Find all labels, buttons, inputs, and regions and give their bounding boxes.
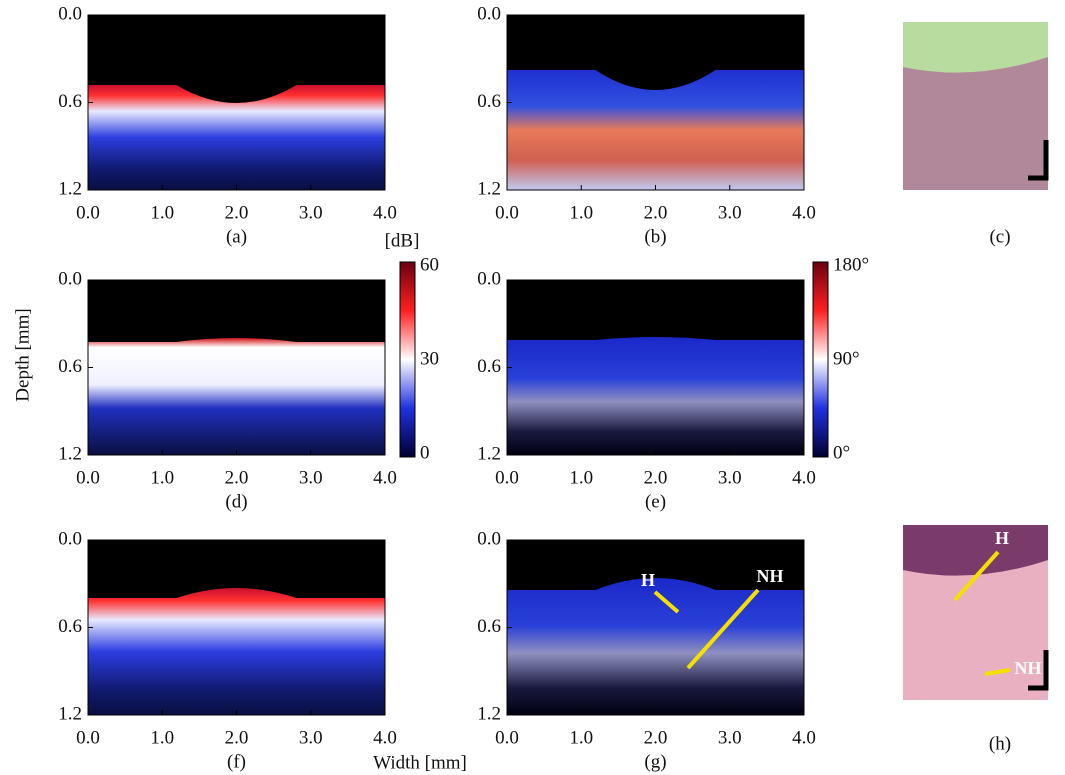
x-tick-label: 4.0 — [373, 467, 397, 488]
y-tick-label: 1.2 — [477, 443, 501, 464]
y-tick-label: 0.0 — [58, 528, 82, 549]
panel-label: (b) — [644, 226, 666, 247]
x-tick-label: 4.0 — [792, 202, 816, 223]
annotation: NH — [757, 566, 784, 586]
arrow — [686, 588, 760, 670]
colorbar-unit: [dB] — [385, 230, 420, 251]
panel-label: (f) — [227, 751, 246, 772]
y-axis-title: Depth [mm] — [12, 308, 33, 401]
x-tick-label: 3.0 — [718, 467, 742, 488]
scale-bar — [1028, 140, 1049, 181]
photo-tissue-top — [903, 22, 1048, 73]
panel-label: (h) — [989, 733, 1011, 754]
y-tick-label: 1.2 — [58, 703, 82, 724]
y-tick-label: 0.0 — [58, 3, 82, 24]
y-tick-label: 1.2 — [58, 443, 82, 464]
x-tick-label: 4.0 — [792, 727, 816, 748]
oct-image — [88, 338, 385, 455]
x-tick-label: 1.0 — [569, 727, 593, 748]
y-tick-label: 0.0 — [58, 268, 82, 289]
x-tick-label: 0.0 — [76, 727, 100, 748]
arrow — [953, 550, 1000, 602]
colorbar — [399, 261, 416, 458]
y-tick-label: 1.2 — [477, 703, 501, 724]
x-tick-label: 2.0 — [644, 202, 668, 223]
y-tick-label: 1.2 — [477, 178, 501, 199]
x-tick-label: 4.0 — [373, 202, 397, 223]
x-tick-label: 0.0 — [495, 467, 519, 488]
y-tick-label: 0.0 — [477, 268, 501, 289]
colorbar-label: 30 — [420, 348, 439, 369]
x-tick-label: 1.0 — [150, 202, 174, 223]
x-axis-title: Width [mm] — [373, 752, 467, 773]
panel-label: (a) — [226, 226, 247, 247]
y-tick-label: 0.6 — [58, 616, 82, 637]
y-tick-label: 1.2 — [58, 178, 82, 199]
colorbar-label: 0° — [833, 442, 850, 463]
annotation: H — [641, 570, 655, 590]
photo-tissue-top — [903, 525, 1048, 576]
oct-image — [507, 70, 804, 190]
x-tick-label: 1.0 — [569, 202, 593, 223]
x-tick-label: 3.0 — [718, 727, 742, 748]
arrow — [984, 668, 1011, 676]
annotation: H — [995, 528, 1009, 548]
x-tick-label: 0.0 — [76, 202, 100, 223]
x-tick-label: 4.0 — [792, 467, 816, 488]
y-tick-label: 0.6 — [58, 91, 82, 112]
y-tick-label: 0.0 — [477, 528, 501, 549]
x-tick-label: 3.0 — [718, 202, 742, 223]
x-tick-label: 2.0 — [225, 202, 249, 223]
x-tick-label: 2.0 — [225, 727, 249, 748]
x-tick-label: 2.0 — [225, 467, 249, 488]
x-tick-label: 0.0 — [495, 727, 519, 748]
x-tick-label: 1.0 — [150, 467, 174, 488]
oct-image — [88, 588, 385, 715]
x-tick-label: 1.0 — [569, 467, 593, 488]
oct-image — [507, 578, 804, 715]
colorbar-label: 0 — [420, 442, 430, 463]
panel-label: (c) — [989, 226, 1010, 247]
y-tick-label: 0.6 — [477, 356, 501, 377]
y-tick-label: 0.6 — [477, 91, 501, 112]
x-tick-label: 0.0 — [76, 467, 100, 488]
colorbar-label: 90° — [833, 348, 860, 369]
x-tick-label: 2.0 — [644, 727, 668, 748]
panel-label: (e) — [645, 491, 666, 512]
y-tick-label: 0.6 — [477, 616, 501, 637]
colorbar-label: 60 — [420, 254, 439, 275]
panel-label: (g) — [644, 751, 666, 772]
x-tick-label: 4.0 — [373, 727, 397, 748]
y-tick-label: 0.0 — [477, 3, 501, 24]
colorbar-label: 180° — [833, 254, 869, 275]
annotation: NH — [1015, 658, 1042, 678]
oct-image — [88, 85, 385, 190]
oct-image — [507, 337, 804, 455]
x-tick-label: 1.0 — [150, 727, 174, 748]
panel-label: (d) — [225, 491, 247, 512]
x-tick-label: 3.0 — [299, 727, 323, 748]
x-tick-label: 2.0 — [644, 467, 668, 488]
x-tick-label: 0.0 — [495, 202, 519, 223]
x-tick-label: 3.0 — [299, 467, 323, 488]
scale-bar — [1028, 650, 1049, 691]
x-tick-label: 3.0 — [299, 202, 323, 223]
colorbar — [812, 261, 829, 458]
y-tick-label: 0.6 — [58, 356, 82, 377]
arrow — [653, 590, 680, 614]
